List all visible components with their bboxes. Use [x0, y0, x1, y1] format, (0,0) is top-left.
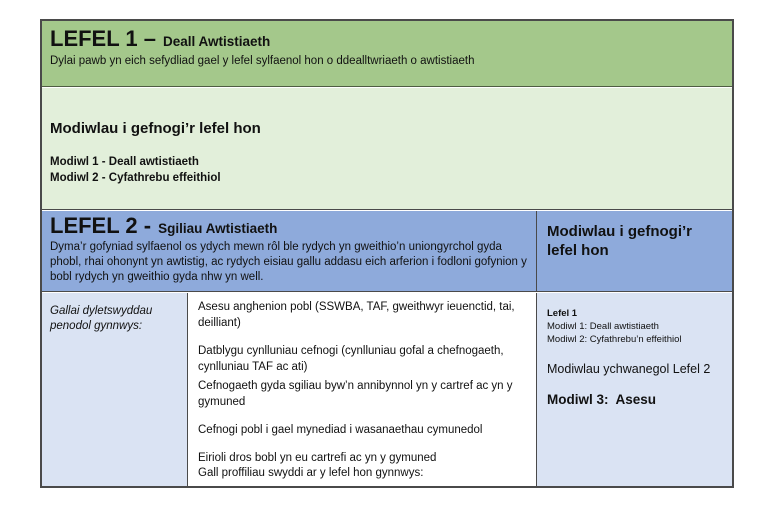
level1-modules-cell: Modiwlau i gefnogi’r lefel hon Modiwl 1 …: [42, 88, 732, 210]
level2-title-main: LEFEL 2 -: [50, 213, 152, 238]
level2-title-sub: Sgiliau Awtistiaeth: [158, 221, 278, 236]
level1-module-item: Modiwl 2 - Cyfathrebu effeithiol: [50, 172, 221, 184]
level2-modules-heading-cell: Modiwlau i gefnogi’r lefel hon: [536, 211, 732, 292]
level1-description: Dylai pawb yn eich sefydliad gael y lefe…: [50, 55, 475, 67]
level2-modules-heading: Modiwlau i gefnogi’r lefel hon: [547, 223, 692, 259]
duties-label-cell: Gallai dyletswyddau penodol gynnwys:: [42, 293, 187, 486]
level1-modules-list: Modiwl 1 - Deall awtistiaeth Modiwl 2 - …: [50, 154, 724, 186]
duty-item: Cefnogaeth gyda sgiliau byw’n annibynnol…: [198, 380, 513, 408]
duties-label: Gallai dyletswyddau penodol gynnwys:: [50, 305, 153, 332]
duty-item: Datblygu cynlluniau cefnogi (cynlluniau …: [198, 345, 504, 373]
level2-title: LEFEL 2 - Sgiliau Awtistiaeth: [50, 213, 528, 239]
level1-header-cell: LEFEL 1 – Deall Awtistiaeth Dylai pawb y…: [42, 21, 732, 87]
duties-footer: Gall proffiliau swyddi ar y lefel hon gy…: [198, 467, 424, 479]
duty-item: Eirioli dros bobl yn eu cartrefi ac yn y…: [198, 452, 437, 464]
duties-list-cell: Asesu anghenion pobl (SSWBA, TAF, gweith…: [187, 293, 536, 486]
autism-levels-table: LEFEL 1 – Deall Awtistiaeth Dylai pawb y…: [40, 19, 734, 488]
level2-description: Dyma’r gofyniad sylfaenol os ydych mewn …: [50, 241, 527, 283]
lefel1-module-item: Modiwl 1: Deall awtistiaeth: [547, 321, 659, 332]
level1-module-item: Modiwl 1 - Deall awtistiaeth: [50, 156, 199, 168]
level1-modules-heading: Modiwlau i gefnogi’r lefel hon: [50, 120, 261, 137]
level1-title-sub: Deall Awtistiaeth: [162, 34, 271, 49]
duty-item: Cefnogi pobl i gael mynediad i wasanaeth…: [198, 424, 483, 436]
level1-title: LEFEL 1 – Deall Awtistiaeth: [50, 26, 724, 52]
level2-modules-detail-cell: Lefel 1 Modiwl 1: Deall awtistiaeth Modi…: [536, 293, 732, 486]
level2-header-cell: LEFEL 2 - Sgiliau Awtistiaeth Dyma’r gof…: [42, 211, 536, 292]
duty-item: Asesu anghenion pobl (SSWBA, TAF, gweith…: [198, 301, 515, 329]
additional-modules-line: Modiwlau ychwanegol Lefel 2: [547, 362, 711, 376]
lefel1-module-item: Modiwl 2: Cyfathrebu’n effeithiol: [547, 334, 682, 345]
module3-line: Modiwl 3: Asesu: [547, 392, 657, 407]
level1-title-main: LEFEL 1 –: [50, 26, 156, 51]
lefel1-subheading: Lefel 1: [547, 308, 578, 319]
